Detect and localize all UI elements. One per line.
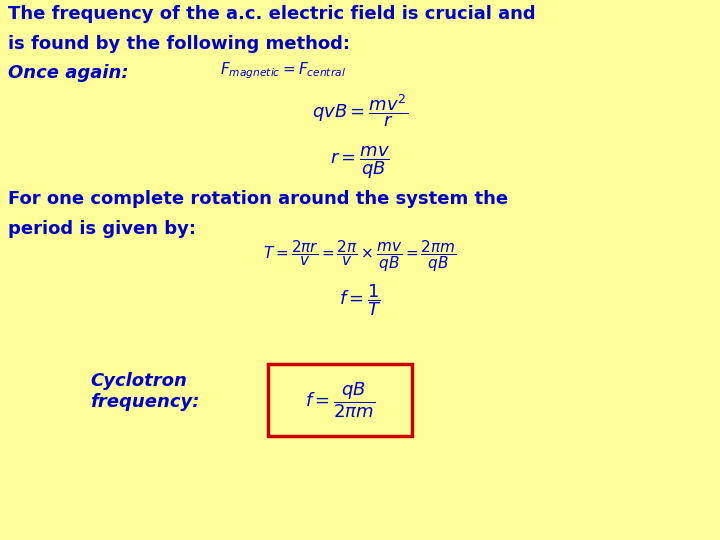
Text: is found by the following method:: is found by the following method: [8,35,350,53]
Text: $F_{magnetic} = F_{central}$: $F_{magnetic} = F_{central}$ [220,60,346,80]
Text: The frequency of the a.c. electric field is crucial and: The frequency of the a.c. electric field… [8,5,536,23]
Text: Once again:: Once again: [8,64,129,82]
Text: $f = \dfrac{1}{T}$: $f = \dfrac{1}{T}$ [338,282,382,318]
Text: Cyclotron
frequency:: Cyclotron frequency: [90,372,199,411]
Text: $f = \dfrac{qB}{2\pi m}$: $f = \dfrac{qB}{2\pi m}$ [305,380,375,420]
Text: $r = \dfrac{mv}{qB}$: $r = \dfrac{mv}{qB}$ [330,144,390,181]
Text: period is given by:: period is given by: [8,220,196,238]
FancyBboxPatch shape [268,364,412,436]
Text: $qvB = \dfrac{mv^2}{r}$: $qvB = \dfrac{mv^2}{r}$ [312,92,408,129]
Text: $T = \dfrac{2\pi r}{v} = \dfrac{2\pi}{v} \times \dfrac{mv}{qB} = \dfrac{2\pi m}{: $T = \dfrac{2\pi r}{v} = \dfrac{2\pi}{v}… [264,238,456,274]
Text: For one complete rotation around the system the: For one complete rotation around the sys… [8,190,508,208]
